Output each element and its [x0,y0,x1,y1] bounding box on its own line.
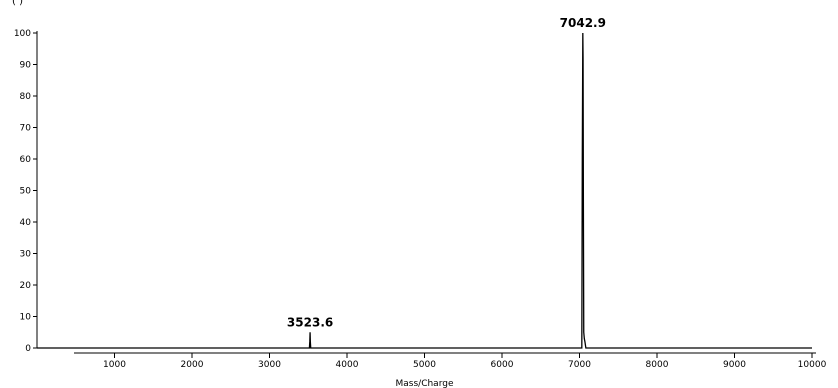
y-tick-label: 40 [20,218,32,228]
x-tick-label: 10000 [798,360,827,370]
x-tick-label: 1000 [103,360,126,370]
x-tick-label: 6000 [491,360,514,370]
x-tick-label: 7000 [568,360,591,370]
x-ticks: 1000 2000 3000 4000 5000 6000 7000 8000 9000 1000… [103,353,827,370]
y-tick-label: 20 [20,281,32,291]
cropped-top-text: ( ) [12,0,23,7]
x-tick-label: 4000 [336,360,359,370]
y-tick-label: 100 [14,29,31,39]
y-tick-label: 80 [20,92,32,102]
x-axis-title: Mass/Charge [396,379,454,388]
peak-label: 7042.9 [560,16,606,30]
y-tick-label: 10 [20,313,32,323]
y-tick-label: 90 [20,61,32,71]
x-tick-label: 2000 [181,360,204,370]
y-tick-label: 70 [20,124,32,134]
x-tick-label: 9000 [723,360,746,370]
x-tick-label: 3000 [258,360,281,370]
peak-label: 3523.6 [287,315,333,329]
y-tick-label: 60 [20,155,32,165]
y-ticks: 0 10 20 30 40 50 60 70 80 90 100 [14,29,37,354]
y-tick-label: 50 [20,187,32,197]
spectrum-series-line [37,32,812,349]
y-tick-label: 30 [20,250,32,260]
y-tick-label: 0 [25,344,31,354]
x-tick-label: 5000 [413,360,436,370]
x-tick-label: 8000 [646,360,669,370]
peak-annotations: 7042.9 3523.6 [287,16,606,329]
